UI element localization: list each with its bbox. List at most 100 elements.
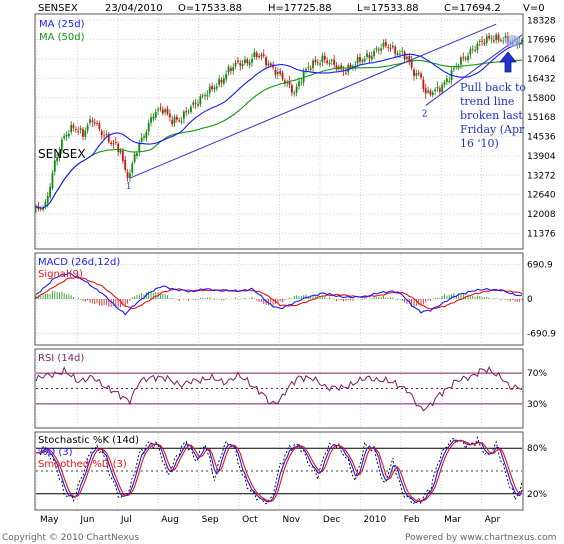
candle-body-0	[35, 206, 37, 208]
candle-body-37	[121, 150, 124, 161]
candle-body-40	[129, 173, 131, 178]
footer-copyright: Copyright © 2010 ChartNexus	[2, 533, 139, 543]
candle-body-9	[56, 156, 59, 162]
trend-line-label-1: 1	[126, 182, 132, 192]
price-panel	[34, 13, 524, 250]
candle-body-108	[288, 81, 291, 85]
candle-body-154	[396, 53, 399, 56]
candle-body-172	[438, 88, 441, 92]
ytick-price-7: 13904	[527, 152, 556, 162]
candle-body-32	[110, 142, 113, 145]
candle-body-38	[124, 159, 127, 170]
candle-body-65	[187, 111, 190, 113]
xtick-Oct: Oct	[242, 515, 258, 525]
candle-body-159	[408, 56, 411, 63]
candle-body-153	[394, 46, 397, 54]
candle-body-115	[305, 68, 307, 71]
candle-body-178	[453, 68, 455, 70]
candle-body-10	[58, 151, 61, 158]
candle-body-181	[460, 57, 462, 65]
candle-body-146	[377, 49, 380, 51]
candle-body-4	[44, 201, 47, 206]
header-volume: V=0	[523, 3, 545, 14]
footer-powered: Powered by www.chartnexus.com	[405, 533, 556, 543]
candle-body-186	[471, 48, 474, 50]
candle-body-88	[241, 63, 244, 66]
pullback-highlight	[504, 35, 521, 48]
candle-body-114	[302, 71, 305, 83]
candle-body-125	[328, 62, 331, 65]
candle-body-58	[171, 119, 174, 125]
candle-body-119	[314, 60, 317, 63]
candle-body-193	[488, 35, 491, 39]
candle-body-133	[347, 65, 350, 73]
candle-body-99	[267, 63, 270, 66]
candle-body-157	[403, 51, 406, 60]
candle-body-79	[220, 79, 223, 83]
annotation-arrow-icon	[499, 51, 517, 73]
candle-body-39	[126, 172, 129, 178]
macd-layer	[35, 272, 523, 316]
candle-body-127	[333, 59, 336, 65]
header-date: 23/04/2010	[105, 3, 163, 14]
annotation-line-5: 16 '10)	[460, 137, 499, 150]
candle-body-34	[114, 142, 117, 143]
candle-body-46	[143, 136, 145, 138]
header-low: L=17533.88	[357, 3, 419, 14]
candle-body-27	[98, 123, 101, 129]
candle-body-48	[147, 123, 150, 132]
candle-body-121	[319, 63, 321, 65]
candle-body-80	[222, 78, 225, 84]
ytick-rsi-0: 70%	[527, 369, 547, 379]
candle-body-137	[356, 57, 359, 64]
candle-body-53	[159, 108, 162, 109]
ytick-price-5: 15168	[527, 113, 556, 123]
candle-body-100	[269, 63, 272, 66]
candle-body-120	[316, 62, 319, 63]
ytick-stoch-0: 80%	[527, 444, 547, 454]
ytick-price-9: 12640	[527, 191, 556, 201]
candle-body-182	[462, 57, 465, 58]
candle-body-11	[60, 139, 63, 151]
candle-body-86	[237, 60, 239, 62]
candle-body-164	[420, 73, 422, 78]
candle-body-7	[51, 173, 54, 189]
candle-body-144	[373, 51, 375, 57]
candle-body-139	[361, 60, 364, 62]
header-symbol: SENSEX	[38, 3, 78, 14]
candle-body-197	[497, 34, 500, 40]
candle-body-21	[84, 130, 87, 137]
candle-body-111	[295, 86, 298, 93]
candle-body-55	[164, 109, 167, 113]
candle-body-69	[197, 104, 199, 106]
xtick-Jul: Jul	[120, 515, 132, 525]
candle-body-29	[103, 135, 105, 137]
legend-ma50: MA (50d)	[39, 32, 85, 43]
ytick-macd-1: 0	[527, 295, 533, 305]
candle-body-102	[274, 70, 277, 75]
trend-line-1	[129, 23, 497, 179]
candle-body-189	[478, 41, 481, 43]
candle-body-150	[387, 47, 390, 48]
candle-body-66	[190, 106, 192, 113]
candle-body-30	[105, 133, 108, 135]
ytick-rsi-1: 30%	[527, 400, 547, 410]
candle-body-75	[211, 85, 213, 90]
candle-body-194	[490, 38, 493, 39]
candle-body-156	[401, 50, 404, 52]
candle-body-118	[312, 60, 314, 69]
candle-body-68	[194, 103, 197, 104]
candle-body-143	[370, 55, 373, 60]
grid-layer	[36, 15, 522, 509]
candle-body-106	[283, 80, 286, 84]
candle-body-81	[225, 73, 228, 80]
rsi-line	[35, 365, 523, 412]
ytick-stoch-1: 20%	[527, 490, 547, 500]
candle-body-170	[434, 89, 437, 92]
candle-body-61	[178, 119, 181, 121]
candle-body-24	[91, 120, 94, 122]
candle-body-184	[467, 55, 469, 61]
candle-body-112	[298, 81, 300, 87]
candle-body-196	[495, 34, 498, 40]
candle-body-92	[251, 58, 253, 63]
